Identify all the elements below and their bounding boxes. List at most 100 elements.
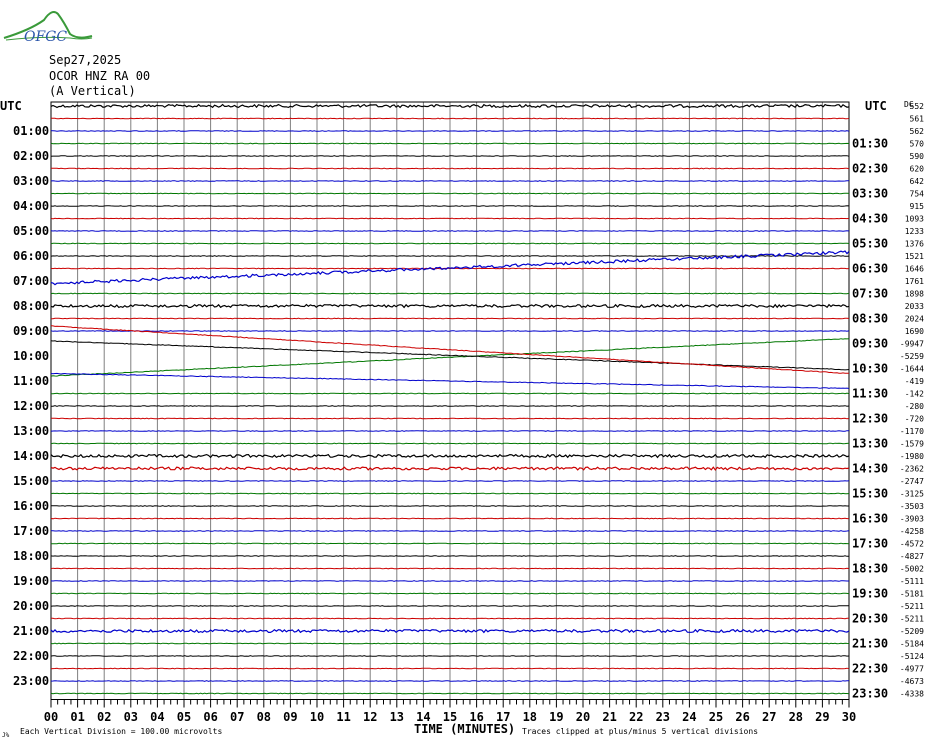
left-hour-label: 21:00 — [13, 624, 49, 638]
right-hour-label: 01:30 — [852, 137, 888, 151]
seismic-trace — [50, 325, 850, 374]
dc-offset-label: 562 — [910, 127, 925, 136]
left-hour-label: 17:00 — [13, 524, 49, 538]
left-hour-label: 07:00 — [13, 274, 49, 288]
seismic-trace — [50, 617, 850, 620]
right-utc-title: UTC — [865, 99, 887, 113]
seismic-trace — [50, 303, 850, 309]
seismic-trace — [51, 130, 850, 132]
right-hour-label: 22:30 — [852, 662, 888, 676]
right-hour-label: 06:30 — [852, 262, 888, 276]
x-tick-label: 28 — [789, 710, 803, 724]
dc-offset-label: -720 — [905, 415, 924, 424]
dc-offset-label: -5184 — [900, 640, 924, 649]
seismic-trace — [50, 567, 850, 570]
left-hour-label: 11:00 — [13, 374, 49, 388]
left-hour-label: 14:00 — [13, 449, 49, 463]
seismic-trace — [51, 392, 850, 395]
scale-note: Each Vertical Division = 100.00 microvol… — [20, 727, 222, 736]
right-hour-label: 09:30 — [852, 337, 888, 351]
seismic-trace — [50, 340, 850, 371]
left-hour-label: 04:00 — [13, 199, 49, 213]
left-hour-label: 19:00 — [13, 574, 49, 588]
x-tick-label: 14 — [416, 710, 430, 724]
seismic-trace — [50, 217, 850, 220]
seismic-trace — [50, 230, 850, 232]
seismic-trace — [50, 430, 850, 432]
left-hour-label: 05:00 — [13, 224, 49, 238]
dc-offset-label: -4673 — [900, 677, 924, 686]
seismic-trace — [50, 492, 850, 495]
dc-offset-label: 1521 — [905, 252, 924, 261]
seismic-trace — [50, 667, 850, 670]
dc-offset-label: -5181 — [900, 590, 924, 599]
dc-offset-label: 570 — [910, 140, 925, 149]
seismic-trace — [50, 580, 849, 582]
x-tick-label: 01 — [70, 710, 84, 724]
seismic-trace — [50, 155, 850, 157]
chart-date: Sep27,2025 — [49, 53, 121, 67]
right-hour-label: 20:30 — [852, 612, 888, 626]
dc-offset-label: 590 — [910, 152, 925, 161]
mountain-logo: OFGC — [3, 11, 93, 45]
seismic-trace — [50, 292, 850, 295]
dc-offset-label: 1093 — [905, 215, 924, 224]
left-hour-label: 13:00 — [13, 424, 49, 438]
dc-offset-label: -1170 — [900, 427, 924, 436]
dc-offset-label: -142 — [905, 390, 924, 399]
seismic-trace — [50, 642, 850, 645]
dc-offset-label: -5124 — [900, 652, 924, 661]
seismic-trace — [51, 530, 850, 532]
seismic-trace — [50, 555, 849, 557]
right-hour-label: 19:30 — [852, 587, 888, 601]
left-hour-label: 03:00 — [13, 174, 49, 188]
trace-group — [50, 103, 850, 695]
dc-offset-label: -2362 — [900, 465, 924, 474]
left-hour-label: 18:00 — [13, 549, 49, 563]
dc-offset-label: 1646 — [905, 265, 924, 274]
x-tick-label: 10 — [310, 710, 324, 724]
dc-offset-label: 2024 — [905, 315, 924, 324]
dc-offset-label: 1690 — [905, 327, 924, 336]
seismic-trace — [51, 405, 850, 407]
seismic-trace — [50, 103, 850, 109]
dc-offset-label: 620 — [910, 165, 925, 174]
right-hour-label: 08:30 — [852, 312, 888, 326]
x-tick-label: 21 — [602, 710, 616, 724]
seismic-trace — [50, 142, 850, 145]
x-tick-label: 00 — [44, 710, 58, 724]
dc-offset-label: -4338 — [900, 690, 924, 699]
x-tick-label: 20 — [576, 710, 590, 724]
x-tick-label: 09 — [283, 710, 297, 724]
seismic-trace — [50, 417, 850, 420]
left-hour-labels: 01:00 02:00 03:00 04:00 05:00 06:00 07:00 08:00… — [13, 124, 49, 688]
dc-offset-label: -280 — [905, 402, 924, 411]
x-tick-label: 17 — [496, 710, 510, 724]
dc-offset-label: -5209 — [900, 627, 924, 636]
left-utc-title: UTC — [0, 99, 22, 113]
x-tick-label: 25 — [709, 710, 723, 724]
seismic-trace — [50, 480, 850, 482]
seismic-trace — [50, 180, 849, 182]
dc-offset-label: -2747 — [900, 477, 924, 486]
seismic-trace — [50, 453, 850, 459]
right-hour-label: 02:30 — [852, 162, 888, 176]
x-tick-label: 13 — [390, 710, 404, 724]
x-tick-label: 26 — [735, 710, 749, 724]
clip-note: Traces clipped at plus/minus 5 vertical … — [522, 727, 758, 736]
dc-offset-label: 561 — [910, 115, 925, 124]
seismic-trace — [50, 592, 850, 595]
left-hour-label: 20:00 — [13, 599, 49, 613]
right-hour-label: 04:30 — [852, 212, 888, 226]
right-hour-label: 23:30 — [852, 687, 888, 701]
dc-offset-label: -3503 — [900, 502, 924, 511]
left-hour-label: 02:00 — [13, 149, 49, 163]
seismic-trace — [50, 242, 850, 245]
seismic-trace — [50, 205, 850, 207]
dc-offset-label: -5211 — [900, 615, 924, 624]
seismic-trace — [50, 680, 850, 682]
left-hour-label: 23:00 — [13, 674, 49, 688]
dc-offset-label: -5259 — [900, 352, 924, 361]
right-hour-label: 10:30 — [852, 362, 888, 376]
